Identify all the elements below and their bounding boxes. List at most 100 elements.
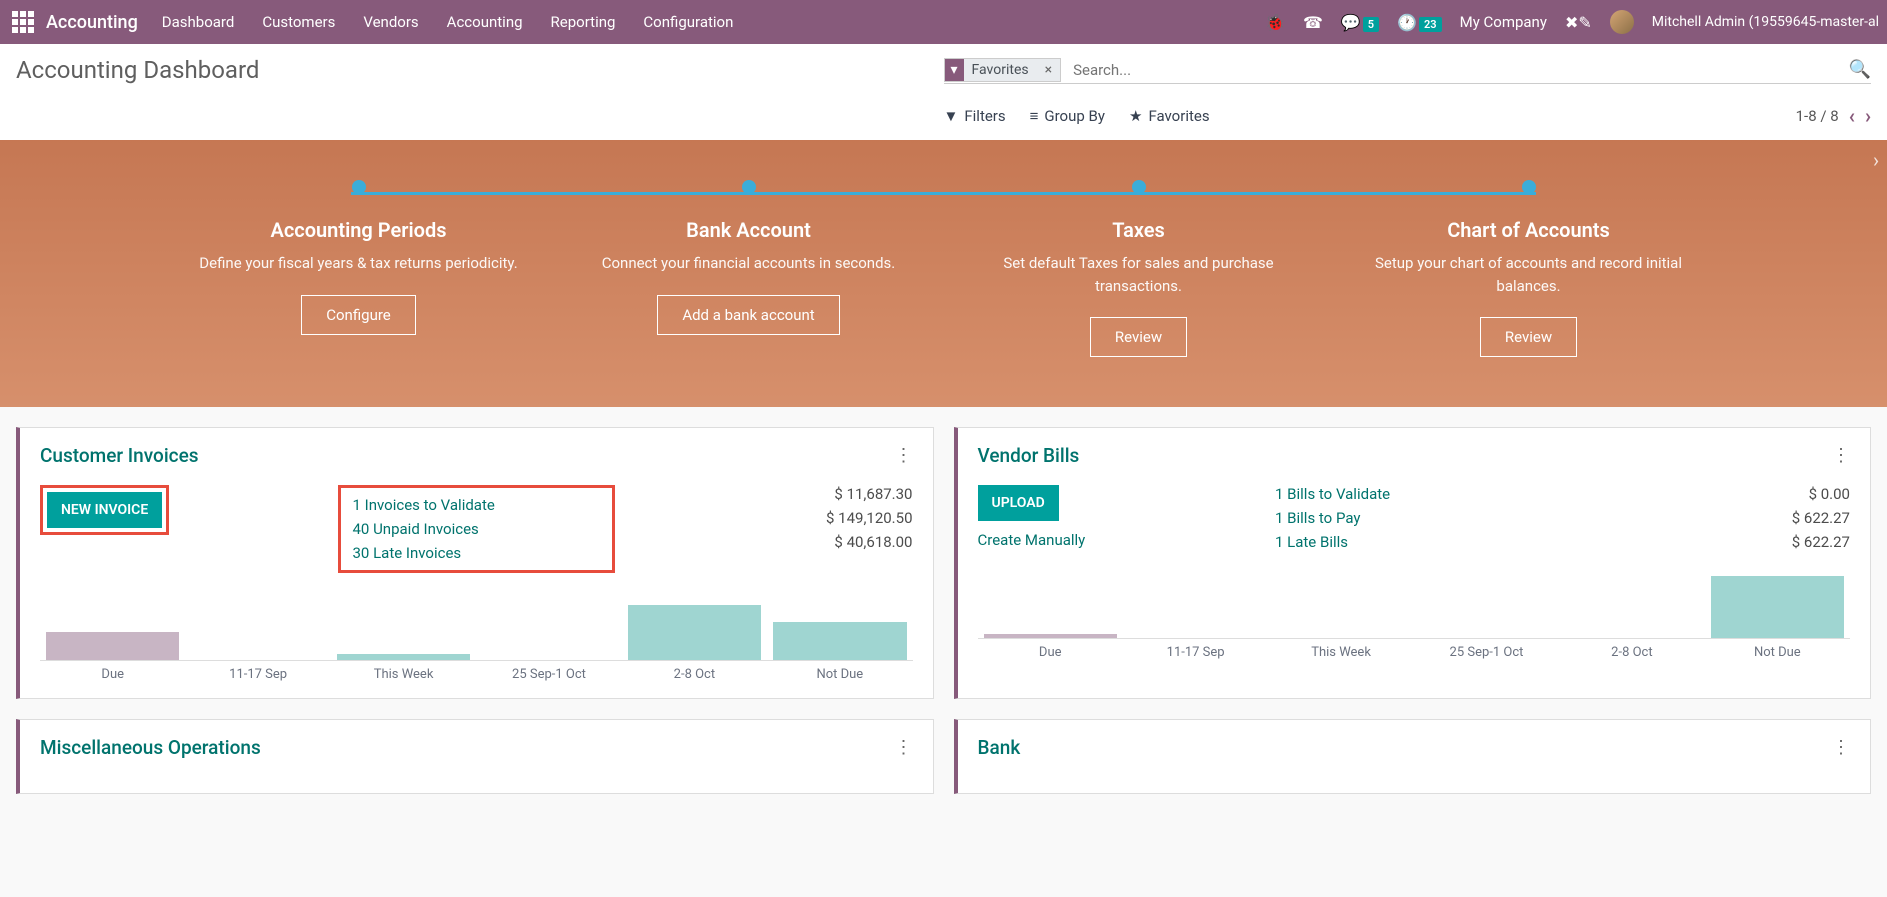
control-bar: Accounting Dashboard ▾ Favorites × 🔍 ▼Fi… — [0, 44, 1887, 140]
chart-label: 2-8 Oct — [622, 667, 767, 682]
menu-accounting[interactable]: Accounting — [447, 13, 523, 31]
company-name[interactable]: My Company — [1460, 13, 1547, 31]
favorites-button[interactable]: ★Favorites — [1129, 107, 1210, 125]
filter-chip-close[interactable]: × — [1037, 59, 1060, 81]
menu-configuration[interactable]: Configuration — [643, 13, 733, 31]
card-title[interactable]: Vendor Bills — [978, 444, 1080, 467]
support-icon[interactable]: ☎ — [1303, 13, 1323, 32]
create-manually-link[interactable]: Create Manually — [978, 531, 1086, 549]
onboard-step-bank: Bank Account Connect your financial acco… — [554, 180, 944, 357]
messages-badge: 5 — [1363, 17, 1379, 32]
onboard-close-icon[interactable]: › — [1873, 148, 1879, 172]
onboard-step-periods: Accounting Periods Define your fiscal ye… — [164, 180, 554, 357]
onboard-step-coa: Chart of Accounts Setup your chart of ac… — [1334, 180, 1724, 357]
chart-label: Not Due — [1705, 645, 1850, 660]
link-bills-pay[interactable]: 1 Bills to Pay — [1275, 509, 1553, 527]
kebab-icon[interactable]: ⋮ — [1832, 445, 1850, 466]
chart-bar — [46, 632, 179, 660]
nav-right: 🐞 ☎ 💬5 🕐23 My Company ✖✎ Mitchell Admin … — [1265, 10, 1879, 34]
card-misc-operations: Miscellaneous Operations ⋮ — [16, 719, 934, 794]
messages-icon[interactable]: 💬5 — [1341, 13, 1379, 32]
link-late-invoices[interactable]: 30 Late Invoices — [353, 544, 601, 562]
card-title[interactable]: Customer Invoices — [40, 444, 199, 467]
kebab-icon[interactable]: ⋮ — [895, 445, 913, 466]
highlight-new-invoice: NEW INVOICE — [40, 485, 169, 535]
link-unpaid-invoices[interactable]: 40 Unpaid Invoices — [353, 520, 601, 538]
chart-label: Not Due — [767, 667, 912, 682]
top-nav: Accounting Dashboard Customers Vendors A… — [0, 0, 1887, 44]
card-title[interactable]: Miscellaneous Operations — [40, 736, 261, 759]
bills-chart-labels: Due11-17 SepThis Week25 Sep-1 Oct2-8 Oct… — [978, 645, 1851, 660]
search-input[interactable] — [1069, 57, 1849, 83]
onboard-step-taxes: Taxes Set default Taxes for sales and pu… — [944, 180, 1334, 357]
chart-label: 25 Sep-1 Oct — [476, 667, 621, 682]
card-vendor-bills: Vendor Bills ⋮ UPLOAD Create Manually 1 … — [954, 427, 1872, 699]
funnel-icon: ▼ — [944, 107, 959, 125]
onboard-dot — [1132, 180, 1146, 194]
page-title: Accounting Dashboard — [16, 56, 944, 84]
value-unpaid-invoices: $ 149,120.50 — [635, 509, 913, 527]
chart-label: 11-17 Sep — [185, 667, 330, 682]
chart-bar — [628, 605, 761, 660]
value-bills-pay: $ 622.27 — [1573, 509, 1851, 527]
menu-vendors[interactable]: Vendors — [363, 13, 418, 31]
new-invoice-button[interactable]: NEW INVOICE — [47, 492, 162, 528]
onboard-addbank-button[interactable]: Add a bank account — [657, 295, 839, 335]
onboard-step-title: Chart of Accounts — [1354, 218, 1704, 242]
chart-bar — [773, 622, 906, 660]
pager-text: 1-8 / 8 — [1796, 107, 1839, 125]
dashboard-cards: Customer Invoices ⋮ NEW INVOICE 1 Invoic… — [0, 407, 1887, 814]
onboard-step-title: Bank Account — [574, 218, 924, 242]
debug-icon[interactable]: 🐞 — [1265, 13, 1285, 32]
pager-next[interactable]: › — [1865, 104, 1871, 128]
pager-prev[interactable]: ‹ — [1849, 104, 1855, 128]
chart-label: 25 Sep-1 Oct — [1414, 645, 1559, 660]
link-invoices-validate[interactable]: 1 Invoices to Validate — [353, 496, 601, 514]
invoices-chart-labels: Due11-17 SepThis Week25 Sep-1 Oct2-8 Oct… — [40, 667, 913, 682]
activities-icon[interactable]: 🕐23 — [1397, 13, 1442, 32]
menu-customers[interactable]: Customers — [262, 13, 335, 31]
onboard-step-desc: Connect your financial accounts in secon… — [574, 252, 924, 275]
main-menu: Dashboard Customers Vendors Accounting R… — [162, 13, 1265, 31]
link-bills-validate[interactable]: 1 Bills to Validate — [1275, 485, 1553, 503]
chart-label: 11-17 Sep — [1123, 645, 1268, 660]
menu-dashboard[interactable]: Dashboard — [162, 13, 235, 31]
chart-label: 2-8 Oct — [1559, 645, 1704, 660]
filter-icon: ▾ — [945, 59, 964, 81]
app-brand: Accounting — [46, 12, 138, 33]
invoices-chart — [40, 591, 913, 661]
pager: 1-8 / 8 ‹ › — [1796, 104, 1871, 128]
tools-icon[interactable]: ✖✎ — [1565, 13, 1592, 32]
onboard-configure-button[interactable]: Configure — [301, 295, 416, 335]
activities-badge: 23 — [1419, 17, 1442, 32]
chart-label: Due — [978, 645, 1123, 660]
layers-icon: ≡ — [1030, 107, 1039, 125]
onboard-review-coa-button[interactable]: Review — [1480, 317, 1577, 357]
card-customer-invoices: Customer Invoices ⋮ NEW INVOICE 1 Invoic… — [16, 427, 934, 699]
kebab-icon[interactable]: ⋮ — [1832, 737, 1850, 758]
filters-button[interactable]: ▼Filters — [944, 107, 1006, 125]
search-icon[interactable]: 🔍 — [1849, 59, 1871, 80]
card-bank: Bank ⋮ — [954, 719, 1872, 794]
filter-controls: ▼Filters ≡Group By ★Favorites — [944, 107, 1210, 125]
search-wrap: ▾ Favorites × 🔍 — [944, 57, 1872, 84]
groupby-button[interactable]: ≡Group By — [1030, 107, 1105, 125]
upload-button[interactable]: UPLOAD — [978, 485, 1059, 521]
card-title[interactable]: Bank — [978, 736, 1021, 759]
kebab-icon[interactable]: ⋮ — [895, 737, 913, 758]
apps-icon[interactable] — [12, 11, 34, 33]
onboard-step-desc: Setup your chart of accounts and record … — [1354, 252, 1704, 297]
onboard-dot — [352, 180, 366, 194]
chart-bar — [1711, 576, 1844, 638]
onboard-dot — [1522, 180, 1536, 194]
user-name[interactable]: Mitchell Admin (19559645-master-al — [1652, 14, 1879, 30]
avatar[interactable] — [1610, 10, 1634, 34]
onboard-step-desc: Set default Taxes for sales and purchase… — [964, 252, 1314, 297]
chart-bar — [337, 654, 470, 660]
menu-reporting[interactable]: Reporting — [551, 13, 616, 31]
onboard-dot — [742, 180, 756, 194]
chart-bar — [984, 634, 1117, 638]
link-late-bills[interactable]: 1 Late Bills — [1275, 533, 1553, 551]
onboard-review-taxes-button[interactable]: Review — [1090, 317, 1187, 357]
onboard-step-title: Taxes — [964, 218, 1314, 242]
